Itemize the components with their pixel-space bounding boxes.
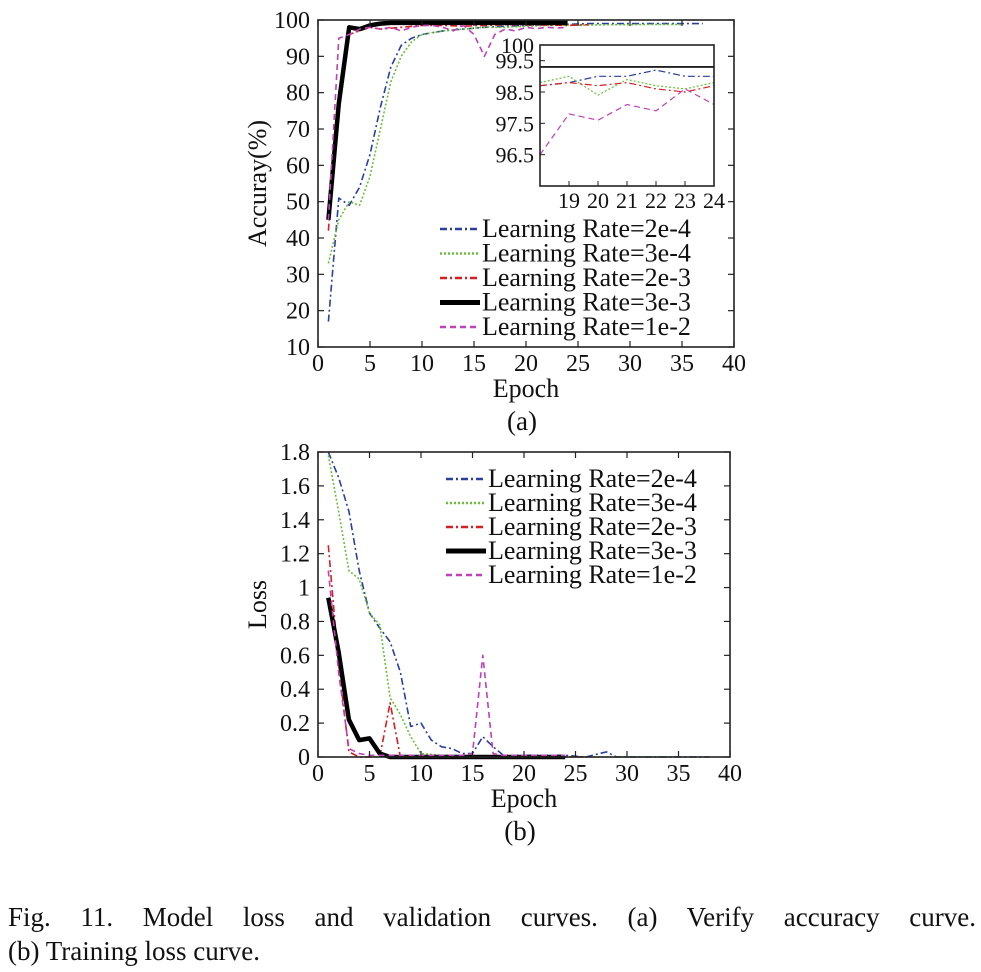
- x-tick-label: 0: [312, 761, 324, 787]
- legend-label-2: Learning Rate=3e-4: [482, 239, 691, 268]
- legend-label-4: Learning Rate=3e-3: [482, 288, 691, 317]
- figure-caption: Fig. 11. Model loss and validation curve…: [8, 900, 976, 968]
- inset-x-tick-label: 22: [645, 188, 667, 213]
- y-tick-label: 70: [286, 117, 310, 143]
- inset-x-tick-label: 24: [703, 188, 725, 213]
- y-tick-label: 0.6: [280, 643, 310, 669]
- x-tick-label: 5: [364, 351, 376, 377]
- y-tick-label: 100: [274, 8, 310, 34]
- x-tick-label: 35: [667, 761, 691, 787]
- x-tick-label: 15: [461, 761, 485, 787]
- x-tick-label: 5: [364, 761, 376, 787]
- panel-label: (b): [504, 816, 535, 846]
- y-tick-label: 30: [286, 262, 310, 288]
- y-tick-label: 1.6: [280, 474, 310, 500]
- inset-y-tick-label: 97.5: [496, 111, 535, 136]
- x-tick-label: 25: [566, 351, 590, 377]
- y-tick-label: 1.8: [280, 440, 310, 466]
- y-tick-label: 40: [286, 226, 310, 252]
- y-tick-label: 0.2: [280, 711, 310, 737]
- x-axis-label: Epoch: [491, 784, 557, 813]
- inset-series-line-2: [539, 75, 715, 96]
- x-tick-label: 35: [670, 351, 694, 377]
- inset-y-tick-label: 98.5: [496, 80, 535, 105]
- inset-y-tick-label: 100: [501, 33, 534, 58]
- series-line-4: [326, 597, 566, 760]
- chart-panel-b: 0 5 10 15 20 25 30 35 4000.20.40.60.811.21.41.61…: [243, 440, 742, 846]
- y-tick-label: 1: [298, 576, 310, 602]
- y-tick-label: 10: [286, 335, 310, 361]
- legend-label-1: Learning Rate=2e-4: [482, 214, 691, 243]
- y-tick-label: 90: [286, 44, 310, 70]
- inset-y-tick-label: 96.5: [496, 143, 535, 168]
- inset-x-tick-label: 21: [616, 188, 638, 213]
- x-tick-label: 10: [409, 761, 433, 787]
- series-line-5: [327, 570, 566, 757]
- y-axis-label: Accuray(%): [243, 120, 272, 247]
- y-tick-label: 50: [286, 190, 310, 216]
- y-tick-label: 20: [286, 299, 310, 325]
- x-tick-label: 10: [410, 351, 434, 377]
- inset-x-tick-label: 23: [674, 188, 696, 213]
- x-tick-label: 40: [718, 761, 742, 787]
- y-tick-label: 0.8: [280, 609, 310, 635]
- series-line-1: [327, 22, 703, 322]
- legend-label-1: Learning Rate=2e-4: [488, 464, 697, 493]
- inset-series-line-5: [539, 88, 715, 156]
- y-axis-label: Loss: [243, 580, 272, 629]
- y-tick-label: 0: [298, 745, 310, 771]
- inset-series-line-3: [539, 81, 715, 93]
- x-tick-label: 30: [618, 351, 642, 377]
- legend-label-3: Learning Rate=2e-3: [482, 263, 691, 292]
- y-tick-label: 1.4: [280, 508, 310, 534]
- panel-label: (a): [507, 406, 537, 436]
- y-tick-label: 80: [286, 81, 310, 107]
- x-tick-label: 30: [615, 761, 639, 787]
- y-tick-label: 0.4: [280, 677, 310, 703]
- series-line-5: [327, 24, 568, 220]
- legend-label-5: Learning Rate=1e-2: [482, 312, 691, 341]
- inset-x-tick-label: 20: [587, 188, 609, 213]
- series-line-4: [326, 20, 568, 221]
- y-tick-label: 60: [286, 153, 310, 179]
- inset-x-tick-label: 19: [558, 188, 580, 213]
- x-tick-label: 25: [564, 761, 588, 787]
- chart-panel-a: 0 5 10 15 20 25 30 35 40 10 20 30 40 50 60 70 80 90 100 Epo…: [243, 8, 746, 436]
- inset-y-tick-label: 99.5: [496, 49, 535, 74]
- x-tick-label: 40: [722, 351, 746, 377]
- x-tick-label: 20: [512, 761, 536, 787]
- legend-label-4: Learning Rate=3e-3: [488, 536, 697, 565]
- legend-label-2: Learning Rate=3e-4: [488, 488, 697, 517]
- series-line-2: [327, 23, 682, 264]
- caption-line-1: Fig. 11. Model loss and validation curve…: [8, 902, 976, 932]
- legend-label-3: Learning Rate=2e-3: [488, 512, 697, 541]
- y-tick-label: 1.2: [280, 542, 310, 568]
- inset-background: [540, 45, 714, 186]
- caption-line-2: (b) Training loss curve.: [8, 936, 260, 966]
- x-tick-label: 15: [462, 351, 486, 377]
- x-tick-label: 20: [514, 351, 538, 377]
- figure: 0 5 10 15 20 25 30 35 40102030405060708090100Epo…: [243, 8, 746, 846]
- legend-label-5: Learning Rate=1e-2: [488, 560, 697, 589]
- x-tick-label: 0: [312, 351, 324, 377]
- x-axis-label: Epoch: [493, 374, 559, 403]
